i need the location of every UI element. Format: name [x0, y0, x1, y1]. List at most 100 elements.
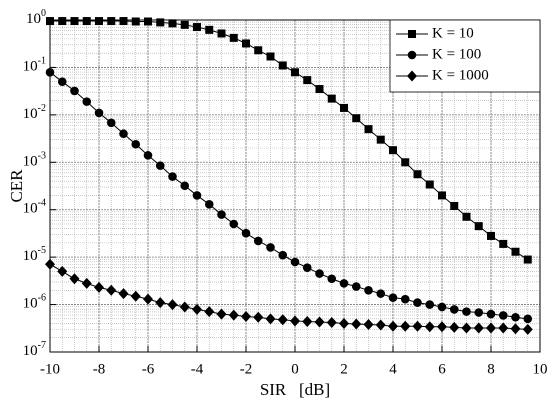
- y-tick-label: 10-3: [23, 151, 46, 170]
- marker: [302, 315, 313, 327]
- marker: [241, 311, 251, 323]
- marker: [242, 39, 250, 48]
- marker: [46, 17, 54, 26]
- marker: [462, 212, 471, 221]
- marker: [388, 293, 398, 302]
- marker: [58, 17, 67, 26]
- marker: [168, 19, 177, 28]
- marker: [57, 265, 68, 277]
- marker: [241, 228, 251, 238]
- marker: [363, 319, 374, 331]
- x-tick-label: -8: [93, 361, 106, 377]
- marker: [303, 76, 312, 85]
- marker: [474, 308, 484, 317]
- marker: [340, 103, 348, 112]
- marker: [376, 289, 386, 298]
- marker: [327, 274, 337, 284]
- marker: [499, 239, 508, 248]
- legend-label: K = 10: [432, 25, 474, 41]
- marker: [106, 118, 116, 128]
- marker: [302, 263, 312, 272]
- marker: [339, 317, 349, 329]
- marker: [265, 313, 276, 325]
- marker: [69, 273, 80, 285]
- marker: [351, 318, 362, 330]
- marker: [449, 305, 459, 314]
- marker: [511, 312, 520, 322]
- marker: [217, 29, 226, 38]
- marker: [193, 23, 201, 32]
- marker: [438, 191, 446, 200]
- marker: [326, 316, 337, 328]
- y-axis-label: CER: [7, 169, 26, 203]
- marker: [155, 161, 165, 170]
- marker: [437, 302, 447, 312]
- marker: [180, 20, 189, 29]
- marker: [407, 70, 417, 82]
- marker: [498, 311, 508, 320]
- y-tick-label: 100: [26, 8, 46, 27]
- marker: [437, 321, 447, 333]
- y-tick-label: 10-5: [23, 245, 46, 264]
- marker: [266, 52, 275, 61]
- marker: [45, 67, 55, 77]
- marker: [95, 17, 103, 26]
- marker: [400, 320, 411, 332]
- marker: [216, 308, 227, 320]
- marker: [375, 319, 386, 331]
- x-tick-label: 4: [389, 361, 397, 377]
- marker: [167, 299, 178, 311]
- marker: [511, 247, 520, 256]
- marker: [156, 18, 165, 27]
- x-tick-label: 2: [340, 361, 348, 377]
- y-tick-label: 10-7: [23, 340, 46, 359]
- marker: [205, 25, 214, 34]
- marker: [291, 68, 299, 77]
- marker: [412, 320, 423, 332]
- marker: [266, 243, 275, 252]
- marker: [70, 86, 79, 96]
- marker: [523, 255, 532, 264]
- y-tick-label: 10-1: [23, 56, 46, 75]
- marker: [131, 139, 141, 149]
- marker: [119, 17, 128, 26]
- marker: [204, 200, 214, 209]
- marker: [290, 315, 300, 327]
- marker: [82, 97, 92, 106]
- marker: [462, 307, 471, 316]
- x-tick-label: 10: [533, 361, 548, 377]
- marker: [364, 285, 373, 295]
- marker: [487, 231, 495, 240]
- marker: [486, 322, 496, 334]
- marker: [168, 172, 177, 181]
- marker: [228, 309, 239, 321]
- marker: [229, 219, 239, 229]
- marker: [376, 135, 385, 144]
- y-tick-label: 10-6: [23, 293, 46, 312]
- marker: [45, 258, 55, 270]
- marker: [523, 314, 533, 324]
- marker: [352, 114, 361, 123]
- marker: [179, 301, 190, 313]
- marker: [217, 210, 226, 219]
- marker: [327, 94, 336, 103]
- marker: [408, 30, 416, 38]
- marker: [229, 33, 238, 42]
- marker: [94, 108, 104, 118]
- x-tick-label: 0: [291, 361, 299, 377]
- marker: [118, 288, 129, 300]
- marker: [278, 250, 288, 260]
- marker: [253, 236, 263, 246]
- marker: [82, 17, 91, 26]
- marker: [401, 158, 410, 167]
- marker: [486, 309, 496, 319]
- x-tick-label: -10: [40, 361, 60, 377]
- marker: [253, 311, 264, 323]
- x-tick-label: 8: [487, 361, 495, 377]
- marker: [425, 300, 435, 309]
- marker: [449, 321, 460, 333]
- marker: [192, 303, 202, 315]
- x-tick-label: -6: [142, 361, 155, 377]
- marker: [510, 323, 521, 335]
- marker: [131, 17, 140, 26]
